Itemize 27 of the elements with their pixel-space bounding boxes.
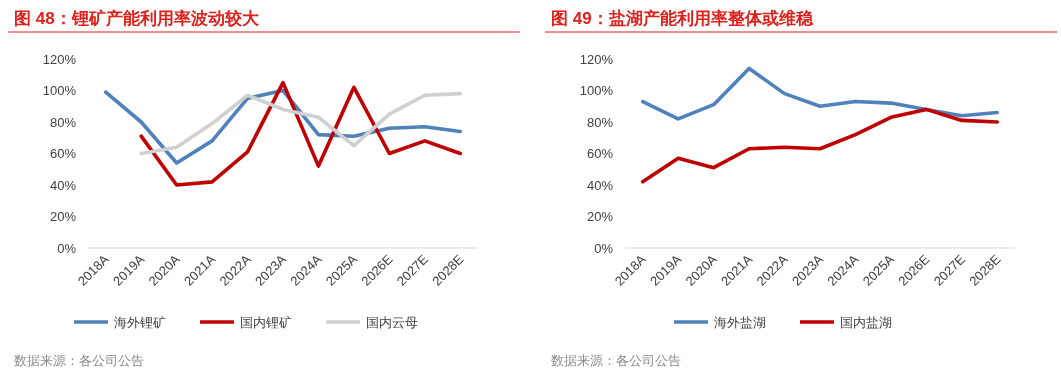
y-tick-label: 120% (42, 51, 77, 67)
y-tick-label: 100% (42, 83, 77, 98)
source-note: 数据来源：各公司公告 (14, 353, 144, 368)
legend-label: 国内锂矿 (240, 315, 292, 330)
source-note: 数据来源：各公司公告 (551, 353, 681, 368)
chart-title: 图 49：盐湖产能利用率整体或维稳 (551, 9, 814, 28)
chart-title: 图 48：锂矿产能利用率波动较大 (14, 9, 260, 28)
y-tick-label: 20% (49, 209, 77, 224)
y-tick-label: 20% (586, 209, 614, 224)
y-tick-label: 80% (49, 114, 77, 130)
y-tick-label: 0% (57, 240, 77, 256)
y-tick-label: 60% (586, 146, 614, 161)
y-tick-label: 60% (49, 146, 77, 161)
y-tick-label: 40% (586, 177, 614, 193)
y-tick-label: 0% (594, 240, 614, 256)
y-tick-label: 80% (586, 114, 614, 130)
line-series (139, 91, 463, 156)
legend-label: 海外锂矿 (114, 315, 166, 330)
y-tick-label: 120% (579, 51, 614, 67)
line-series (640, 66, 1000, 121)
legend-label: 海外盐湖 (714, 315, 766, 330)
line-series (640, 107, 1000, 184)
legend-label: 国内云母 (366, 315, 418, 330)
line-series (139, 80, 463, 187)
legend-label: 国内盐湖 (840, 315, 892, 330)
y-tick-label: 100% (579, 83, 614, 98)
y-tick-label: 40% (49, 177, 77, 193)
